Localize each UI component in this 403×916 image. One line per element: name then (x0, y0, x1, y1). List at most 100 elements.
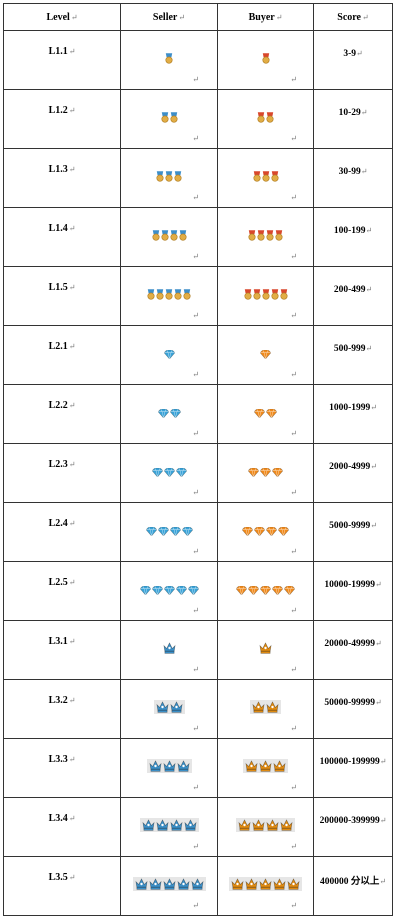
buyer-icons-cell: ↵ (217, 443, 314, 503)
buyer-crown-icon (259, 760, 272, 772)
buyer-medal-icon (261, 171, 270, 182)
buyer-diamond-icon (260, 586, 271, 595)
buyer-icon-group (236, 818, 295, 832)
score-range: 100-199 (333, 226, 366, 236)
seller-icons-cell: ↵ (120, 207, 218, 267)
seller-medal-icon (165, 53, 173, 64)
buyer-crown-icon (245, 878, 258, 890)
seller-diamond-icon (169, 409, 181, 418)
buyer-diamond-icon (254, 409, 265, 418)
buyer-icons-cell: ↵ (217, 30, 314, 90)
header-buyer: Buyer↵ (217, 3, 314, 31)
table-row: L1.3↵ ↵ ↵ 30-99↵ (3, 148, 393, 208)
score-range: 500-999 (333, 344, 366, 354)
buyer-medal-icon (257, 112, 265, 123)
header-score: Score↵ (313, 3, 393, 31)
table-row: L2.2↵ ↵ ↵ 1000-1999↵ (3, 384, 393, 444)
level-label: L1.1 (48, 45, 68, 57)
buyer-crown-icon (287, 878, 300, 890)
score-range: 3-9 (343, 49, 356, 59)
score-cell: 50000-99999↵ (313, 679, 393, 739)
buyer-crown-icon (273, 760, 286, 772)
seller-icons-cell: ↵ (120, 325, 218, 385)
score-cell: 10-29↵ (313, 89, 393, 149)
seller-diamond-icon (163, 468, 175, 477)
level-cell: L3.1↵ (3, 620, 121, 680)
seller-crown-icon (162, 642, 176, 654)
level-cell: L1.1↵ (3, 30, 121, 90)
level-cell: L2.3↵ (3, 443, 121, 503)
seller-medal-icon (147, 289, 155, 300)
seller-diamond-icon (175, 468, 187, 477)
level-label: L2.2 (48, 399, 68, 411)
buyer-medal-icon (266, 230, 274, 241)
score-cell: 5000-9999↵ (313, 502, 393, 562)
level-label: L3.5 (48, 871, 68, 883)
level-cell: L3.5↵ (3, 856, 121, 916)
level-cell: L2.1↵ (3, 325, 121, 385)
table-row: L3.4↵ ↵ ↵ 200000-399999↵ (3, 797, 393, 857)
buyer-icon-group (246, 229, 285, 242)
header-level: Level↵ (3, 3, 121, 31)
seller-crown-icon (148, 878, 162, 890)
level-table: Level↵ Seller↵ Buyer↵ Score↵ L1.1↵ ↵ ↵ 3-9↵… (3, 3, 393, 916)
table-row: L1.2↵ ↵ ↵ 10-29↵ (3, 89, 393, 149)
score-cell: 1000-1999↵ (313, 384, 393, 444)
score-cell: 500-999↵ (313, 325, 393, 385)
buyer-crown-icon (266, 819, 279, 831)
seller-icons-cell: ↵ (120, 620, 218, 680)
score-cell: 200-499↵ (313, 266, 393, 326)
buyer-diamond-icon (248, 586, 259, 595)
buyer-icons-cell: ↵ (217, 266, 314, 326)
seller-crown-icon (141, 819, 155, 831)
seller-icons-cell: ↵ (120, 561, 218, 621)
seller-icon-group (144, 526, 195, 537)
seller-icons-cell: ↵ (120, 89, 218, 149)
level-label: L2.4 (48, 517, 68, 529)
seller-icon-group (146, 759, 192, 773)
table-row: L3.3↵ ↵ ↵ 100000-199999↵ (3, 738, 393, 798)
buyer-icon-group (242, 288, 290, 301)
level-label: L1.4 (48, 222, 68, 234)
seller-medal-icon (160, 112, 169, 123)
score-range: 200-499 (333, 285, 366, 295)
level-label: L3.3 (48, 753, 68, 765)
seller-diamond-icon (181, 527, 193, 536)
score-range: 1000-1999 (329, 403, 371, 413)
buyer-crown-icon (245, 760, 258, 772)
buyer-medal-icon (266, 112, 274, 123)
buyer-medal-icon (252, 289, 261, 300)
score-range: 2000-4999 (329, 462, 371, 472)
buyer-medal-icon (270, 171, 279, 182)
seller-diamond-icon (163, 586, 175, 595)
table-row: L2.1↵ ↵ ↵ 500-999↵ (3, 325, 393, 385)
buyer-crown-icon (259, 878, 272, 890)
buyer-icons-cell: ↵ (217, 856, 314, 916)
buyer-diamond-icon (242, 527, 253, 536)
level-label: L2.3 (48, 458, 68, 470)
buyer-icon-group (250, 700, 281, 714)
level-label: L2.1 (48, 340, 68, 352)
level-cell: L1.3↵ (3, 148, 121, 208)
seller-crown-icon (169, 819, 183, 831)
seller-icons-cell: ↵ (120, 797, 218, 857)
seller-icons-cell: ↵ (120, 443, 218, 503)
seller-icons-cell: ↵ (120, 502, 218, 562)
buyer-medal-icon (261, 289, 270, 300)
buyer-medal-icon (275, 230, 283, 241)
buyer-diamond-icon (266, 527, 277, 536)
seller-diamond-icon (169, 527, 181, 536)
table-row: L2.4↵ ↵ ↵ 5000-9999↵ (3, 502, 393, 562)
buyer-medal-icon (270, 289, 279, 300)
level-cell: L2.5↵ (3, 561, 121, 621)
seller-diamond-icon (163, 350, 175, 359)
table-row: L3.1↵ ↵ ↵ 20000-49999↵ (3, 620, 393, 680)
seller-diamond-icon (139, 586, 151, 595)
buyer-diamond-icon (266, 409, 277, 418)
seller-medal-icon (178, 230, 187, 241)
buyer-icons-cell: ↵ (217, 384, 314, 444)
seller-medal-icon (174, 171, 182, 182)
table-row: L1.5↵ ↵ ↵ 200-499↵ (3, 266, 393, 326)
buyer-medal-icon (248, 230, 256, 241)
buyer-crown-icon (273, 878, 286, 890)
